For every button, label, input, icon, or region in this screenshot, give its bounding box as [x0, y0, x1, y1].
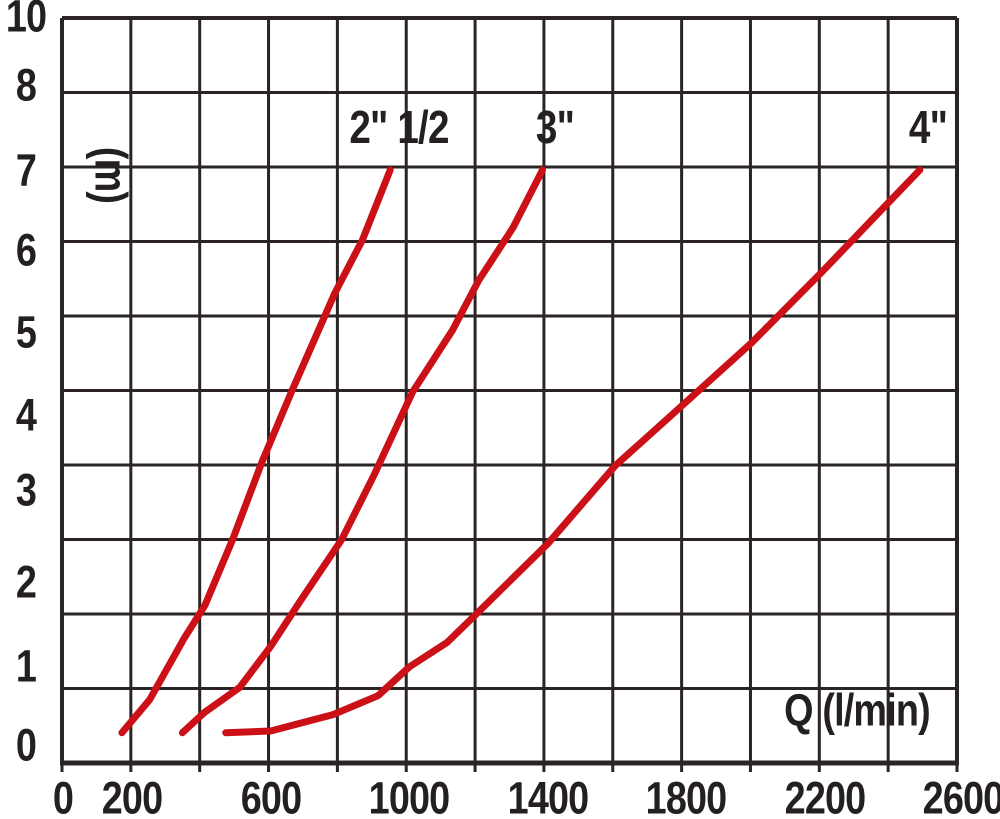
y-tick-label: 0 [15, 719, 37, 771]
curve-label: 4" [908, 101, 948, 153]
x-tick-label: 0 [52, 772, 74, 819]
y-tick-label: 3 [15, 464, 37, 516]
x-tick-label: 2200 [784, 772, 866, 819]
y-tick-label: 6 [15, 224, 37, 276]
x-tick-label: 2600 [922, 772, 1000, 819]
x-tick-label: 1400 [507, 772, 589, 819]
y-tick-label: 7 [15, 144, 37, 196]
x-tick-label: 200 [101, 772, 163, 819]
curve-3 [222, 166, 924, 737]
curve-2 [178, 166, 546, 737]
y-tick-label: 10 [5, 0, 47, 42]
curve-1 [118, 166, 394, 737]
y-tick-label: 2 [15, 556, 37, 608]
y-tick-label: 1 [15, 640, 37, 692]
curve-label: 2" 1/2 [349, 101, 449, 153]
x-axis-title: Q (l/min) [784, 684, 931, 736]
x-tick-label: 1000 [368, 772, 451, 819]
x-tick-label: 1800 [645, 772, 728, 819]
x-tick-label: 600 [240, 772, 301, 819]
y-axis-title: (m) [85, 146, 137, 204]
y-tick-label: 8 [15, 59, 37, 111]
y-tick-label: 5 [15, 306, 37, 358]
curve-label: 3" [535, 101, 575, 153]
y-tick-label: 4 [15, 389, 37, 441]
